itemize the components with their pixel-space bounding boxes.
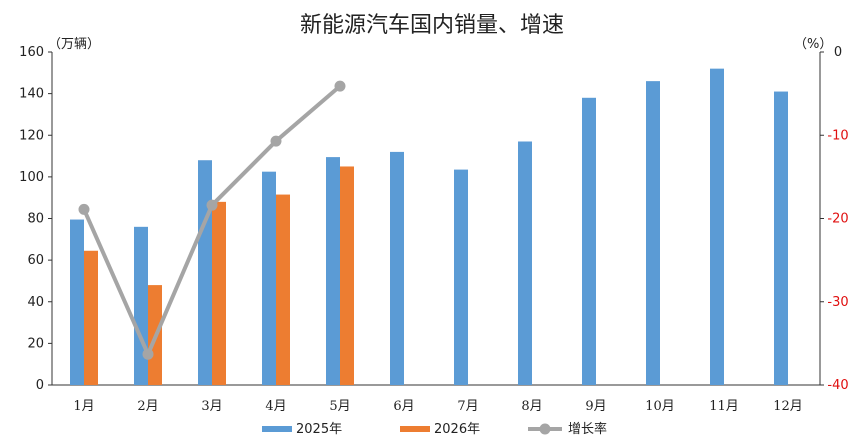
left-tick-label: 160: [19, 45, 44, 60]
right-tick-label: -10: [827, 128, 848, 143]
x-tick-label: 6月: [393, 399, 414, 414]
x-tick-label: 2月: [137, 399, 158, 414]
left-axis-unit: （万辆）: [48, 37, 100, 52]
x-tick-label: 8月: [521, 399, 542, 414]
right-tick-label: -40: [827, 378, 848, 393]
x-tick-label: 3月: [201, 399, 222, 414]
bar-series2: [340, 166, 354, 385]
x-tick-label: 5月: [329, 399, 350, 414]
right-axis-unit: （%）: [794, 37, 832, 52]
bar-series1: [710, 68, 724, 386]
growth-rate-point: [206, 199, 218, 211]
growth-rate-point: [78, 203, 90, 215]
bar-series2: [212, 201, 226, 385]
bar-series1: [518, 141, 532, 385]
legend-marker: [539, 423, 551, 435]
bar-series1: [774, 91, 788, 385]
x-tick-label: 10月: [645, 399, 675, 414]
growth-rate-point: [334, 80, 346, 92]
bar-series1: [582, 97, 596, 385]
x-tick-label: 11月: [709, 399, 739, 414]
left-tick-label: 100: [19, 170, 44, 185]
growth-rate-point: [142, 348, 154, 360]
bar-series1: [198, 160, 212, 385]
legend-label: 增长率: [568, 421, 607, 437]
chart-title: 新能源汽车国内销量、增速: [300, 13, 564, 38]
x-tick-label: 4月: [265, 399, 286, 414]
bar-series1: [134, 226, 148, 385]
bar-series1: [70, 219, 84, 385]
left-tick-label: 20: [27, 336, 44, 351]
right-tick-label: -30: [827, 295, 848, 310]
plot-area: 0 20 40 60 80 100 120 140 160 0 -10 -20 -30 -40 1月 2月 3月…: [19, 45, 848, 414]
legend: 2025年 2026年 增长率: [262, 421, 607, 437]
x-tick-label: 9月: [585, 399, 606, 414]
x-tick-label: 7月: [457, 399, 478, 414]
bar-series1: [646, 81, 660, 385]
growth-rate-point: [270, 135, 282, 147]
left-tick-label: 120: [19, 128, 44, 143]
legend-label: 2025年: [296, 422, 342, 437]
left-tick-label: 80: [27, 212, 44, 227]
legend-swatch: [400, 426, 430, 432]
right-tick-label: 0: [834, 45, 842, 60]
bar-series1: [262, 171, 276, 385]
bar-series2: [276, 194, 290, 385]
left-tick-label: 60: [27, 253, 44, 268]
legend-label: 2026年: [434, 422, 480, 437]
bar-series2: [84, 250, 98, 385]
x-tick-label: 1月: [73, 399, 94, 414]
left-tick-label: 140: [19, 87, 44, 102]
left-tick-label: 0: [36, 378, 44, 393]
x-tick-label: 12月: [773, 399, 803, 414]
legend-swatch: [262, 426, 292, 432]
bar-series1: [454, 169, 468, 385]
bar-series1: [390, 151, 404, 385]
bar-series1: [326, 157, 340, 385]
right-tick-label: -20: [827, 212, 848, 227]
left-tick-label: 40: [27, 295, 44, 310]
